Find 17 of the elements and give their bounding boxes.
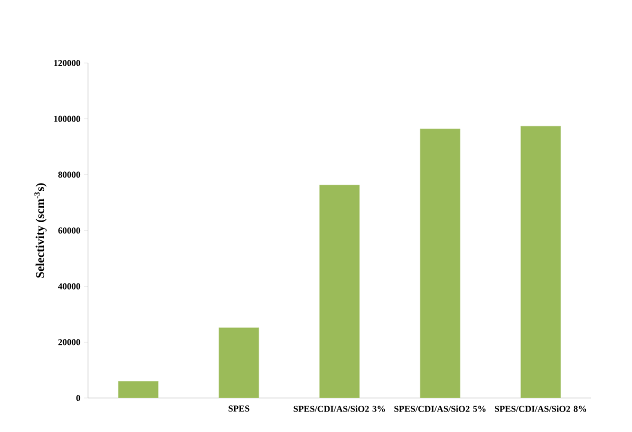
y-tick-label: 100000 [54,116,80,122]
bar [319,184,360,398]
bar [420,128,460,398]
x-tick-label: SPES/CDI/AS/SiO2 3% [294,406,385,412]
bar [118,381,159,398]
x-tick-label: SPES [228,406,250,412]
y-tick-label: 40000 [58,283,80,290]
x-tick-label: SPES/CDI/AS/SiO2 8% [494,406,586,412]
y-axis-title: Selectivity (scm$^{-3}$s) [34,183,47,278]
y-tick-label: 80000 [58,172,80,178]
bar [218,327,260,398]
bar [520,126,561,398]
y-tick-label: 120000 [54,60,80,66]
y-tick-label: 20000 [58,339,80,346]
y-tick-label: 0 [76,394,80,402]
y-tick-label: 60000 [58,227,80,234]
x-tick-label: SPES/CDI/AS/SiO2 5% [394,406,486,412]
